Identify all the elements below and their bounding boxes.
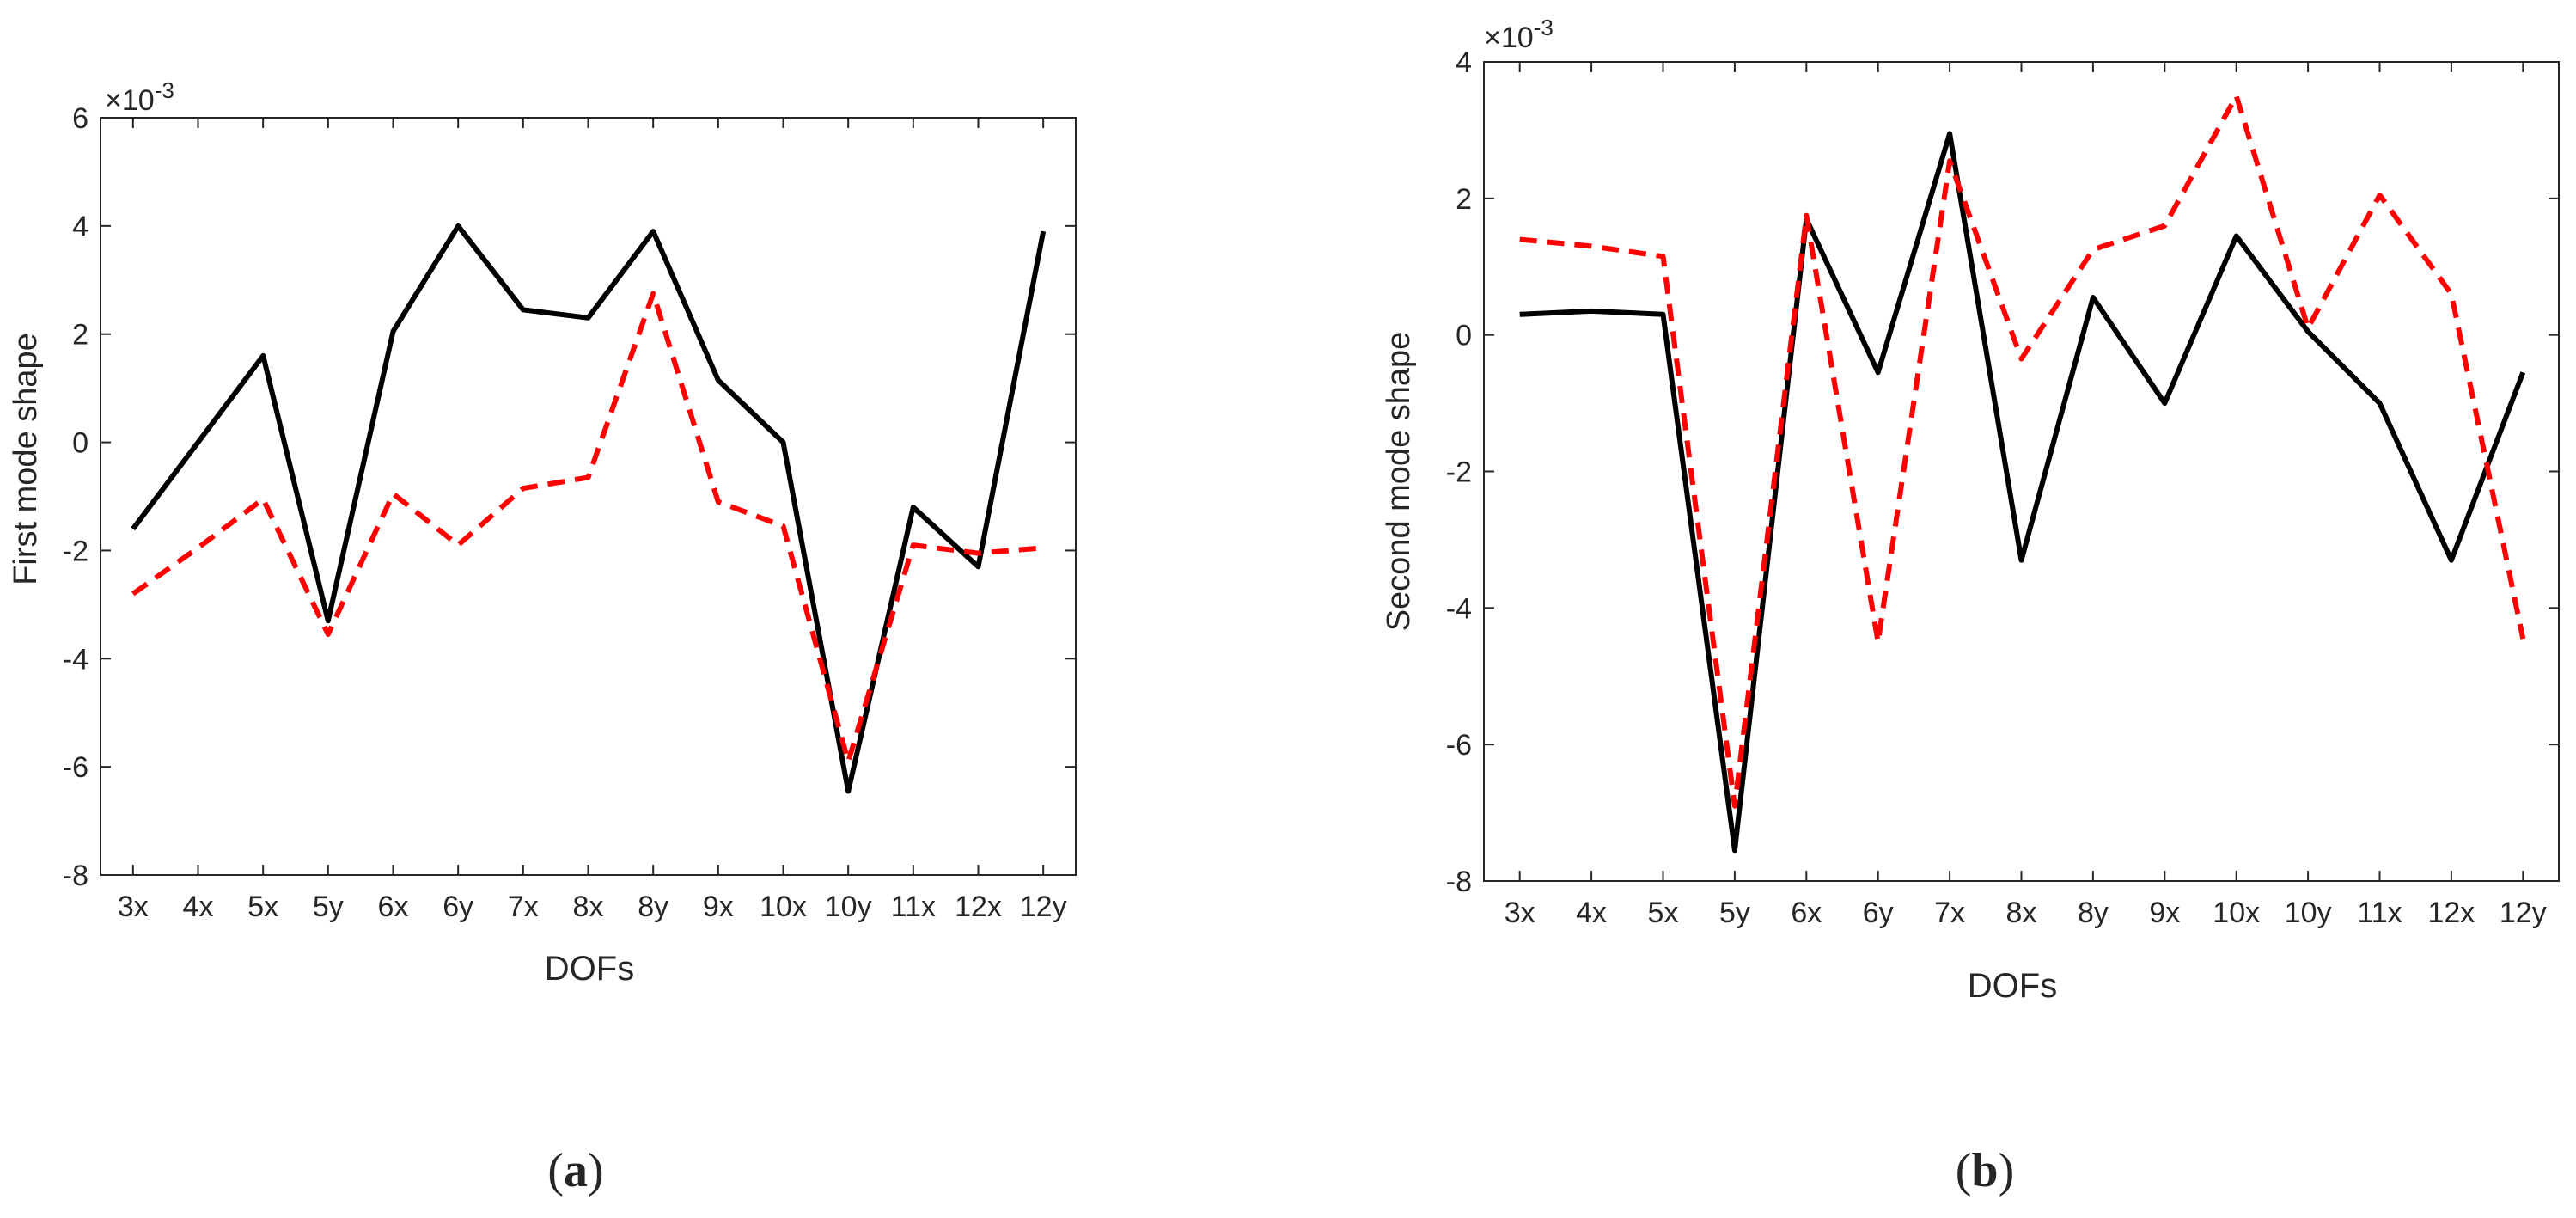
y-tick-label-a: 0 <box>72 427 89 460</box>
y-tick-label-b: 0 <box>1456 320 1472 352</box>
x-tick-label-b: 10x <box>2213 897 2260 929</box>
y-tick-label-b: -6 <box>1446 729 1472 762</box>
x-tick-label-a: 3x <box>118 891 149 923</box>
panel-letter-b: b <box>1971 1144 1998 1197</box>
x-tick-label-b: 12x <box>2427 897 2475 929</box>
x-tick-label-a: 8x <box>573 891 604 923</box>
y-tick-label-b: -4 <box>1446 592 1472 625</box>
exponent-power-a: -3 <box>155 77 174 103</box>
x-tick-label-b: 9x <box>2149 897 2180 929</box>
x-tick-label-a: 12x <box>955 891 1002 923</box>
series-line-solid-b <box>1519 131 2526 854</box>
panel-b: ×10-3 Second mode shape DOFs (b) -8 -6 -4 -… <box>1381 15 2560 1197</box>
exponent-base-b: ×10 <box>1484 21 1534 54</box>
y-tick-label-a: 2 <box>72 319 89 352</box>
series-line-dashed-b <box>1519 93 2526 809</box>
x-tick-label-b: 8y <box>2078 897 2109 929</box>
y-axis-label-a: First mode shape <box>8 333 44 585</box>
x-tick-label-a: 5y <box>313 891 344 923</box>
x-tick-label-b: 12y <box>2500 897 2547 929</box>
y-tick-label-b: 4 <box>1456 46 1472 79</box>
x-tick-label-a: 10x <box>760 891 807 923</box>
x-tick-label-a: 6x <box>378 891 409 923</box>
x-tick-label-a: 7x <box>508 891 539 923</box>
x-tick-label-b: 4x <box>1576 897 1607 929</box>
y-tick-label-a: -6 <box>63 751 89 784</box>
x-tick-label-b: 6y <box>1863 897 1894 929</box>
exponent-base-a: ×10 <box>105 84 155 117</box>
x-tick-label-b: 11x <box>2357 897 2402 929</box>
panel-caption-b: (b) <box>1956 1144 2014 1197</box>
exponent-power-b: -3 <box>1534 15 1554 40</box>
panel-caption-a: (a) <box>547 1144 603 1197</box>
exponent-label-b: ×10-3 <box>1484 15 1554 54</box>
x-tick-label-b: 3x <box>1505 897 1535 929</box>
y-axis-label-b: Second mode shape <box>1381 332 1417 632</box>
x-tick-label-a: 6y <box>443 891 473 923</box>
panel-a: ×10-3 First mode shape DOFs (a) -8 -6 -4 -2… <box>8 77 1077 1197</box>
x-tick-label-b: 5x <box>1648 897 1679 929</box>
y-tick-label-b: -2 <box>1446 456 1472 489</box>
exponent-label-a: ×10-3 <box>105 77 174 117</box>
series-line-dashed-a <box>131 291 1044 764</box>
x-tick-label-a: 9x <box>703 891 734 923</box>
x-tick-label-a: 10y <box>825 891 872 923</box>
x-tick-label-b: 8x <box>2006 897 2037 929</box>
x-tick-label-b: 6x <box>1791 897 1822 929</box>
y-tick-label-a: -8 <box>63 860 89 892</box>
x-tick-label-a: 8y <box>638 891 668 923</box>
y-tick-label-b: 2 <box>1456 183 1472 216</box>
x-tick-label-a: 11x <box>891 891 936 923</box>
panel-letter-a: a <box>564 1144 588 1197</box>
x-tick-label-b: 7x <box>1934 897 1965 929</box>
y-tick-label-b: -8 <box>1446 866 1472 898</box>
x-tick-label-a: 12y <box>1020 891 1067 923</box>
y-tick-label-a: -4 <box>63 643 89 676</box>
y-tick-label-a: 6 <box>72 102 89 135</box>
x-tick-label-b: 10y <box>2285 897 2332 929</box>
y-tick-label-a: 4 <box>72 211 89 243</box>
x-tick-label-b: 5y <box>1719 897 1750 929</box>
series-line-solid-a <box>131 223 1047 794</box>
x-axis-label-b: DOFs <box>1968 967 2057 1005</box>
x-tick-label-a: 5x <box>247 891 278 923</box>
x-axis-label-a: DOFs <box>545 950 634 988</box>
x-tick-label-a: 4x <box>183 891 214 923</box>
y-tick-label-a: -2 <box>63 535 89 567</box>
